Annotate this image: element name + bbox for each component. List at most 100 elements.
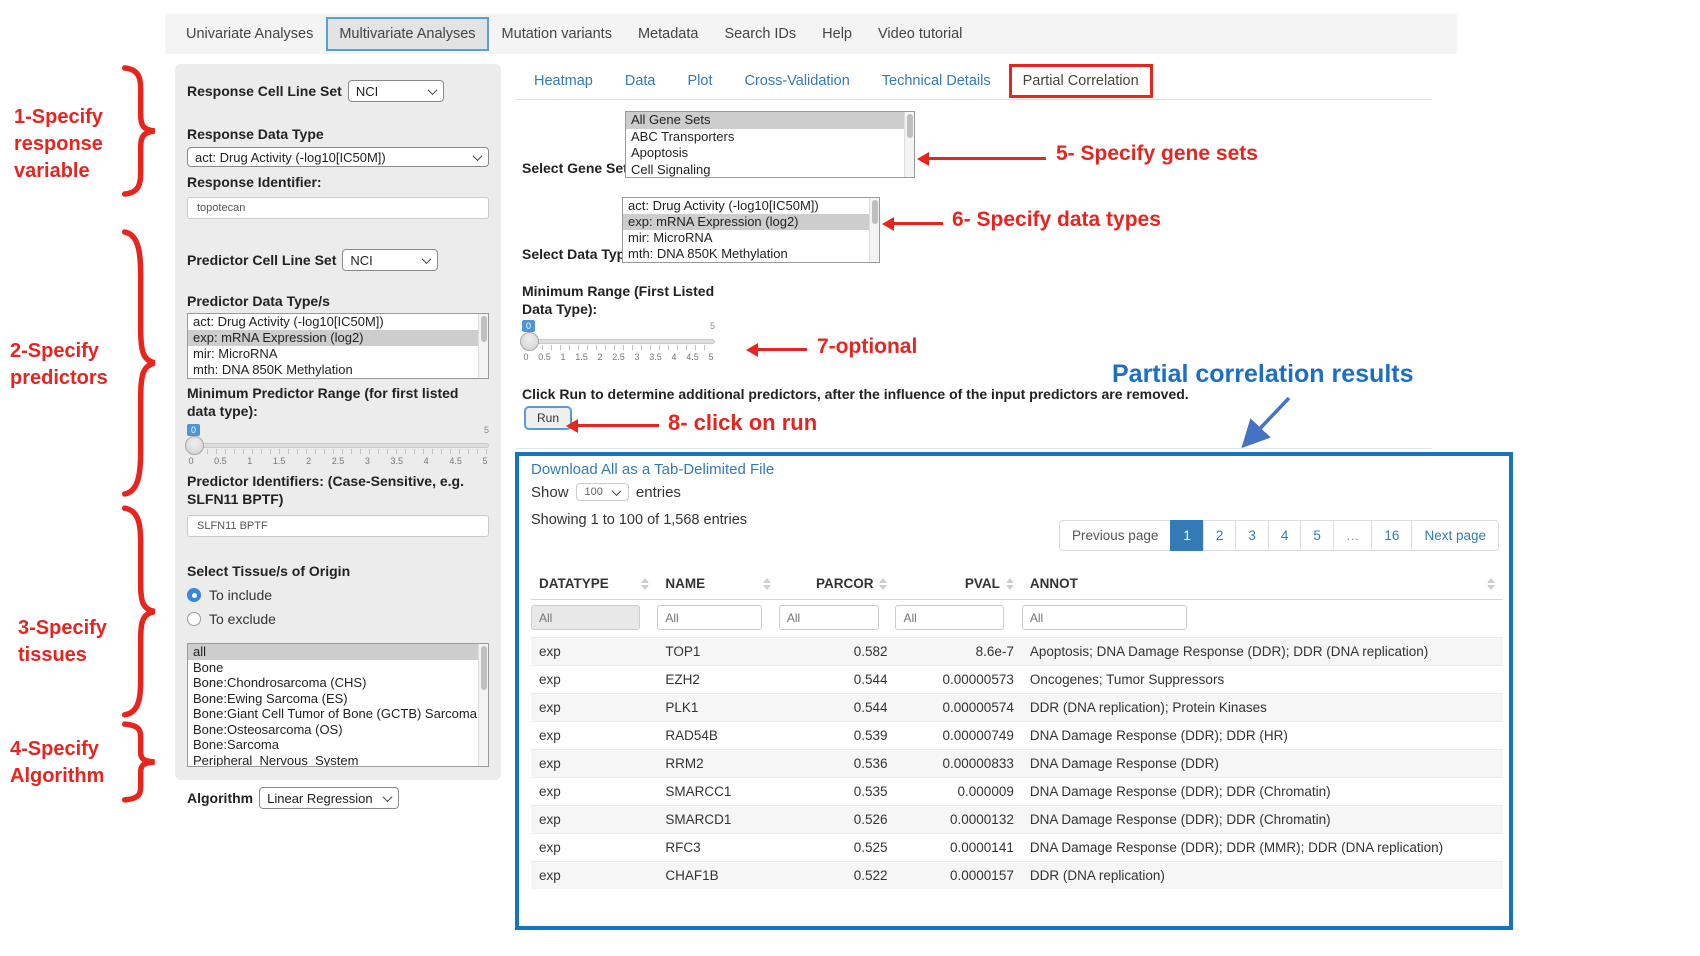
listbox-option-selected[interactable]: exp: mRNA Expression (log2) bbox=[188, 330, 488, 346]
nav-tab-help[interactable]: Help bbox=[822, 26, 852, 42]
nav-tab-multivariate-analyses[interactable]: Multivariate Analyses bbox=[326, 17, 489, 51]
listbox-option[interactable]: Bone:Giant Cell Tumor of Bone (GCTB) Sar… bbox=[193, 706, 477, 721]
page-length-value: 100 bbox=[584, 486, 603, 498]
column-header-annot[interactable]: ANNOT bbox=[1021, 568, 1503, 600]
table-row[interactable]: exp TOP1 0.582 8.6e-7 Apoptosis; DNA Damage … bbox=[531, 637, 1503, 666]
cell-parcor: 0.526 bbox=[778, 805, 896, 834]
predictor-cell-line-set-select[interactable]: NCI bbox=[342, 249, 439, 271]
slider-handle[interactable] bbox=[520, 332, 539, 351]
listbox-option-selected[interactable]: all bbox=[188, 644, 488, 660]
listbox-option-selected[interactable]: exp: mRNA Expression (log2) bbox=[623, 214, 879, 230]
listbox-option[interactable]: mth: DNA 850K Methylation bbox=[628, 246, 788, 261]
page-button-5[interactable]: 5 bbox=[1300, 520, 1334, 551]
scrollbar[interactable] bbox=[869, 198, 879, 262]
data-types-listbox[interactable]: act: Drug Activity (-log10[IC50M]) exp: … bbox=[622, 197, 880, 263]
nav-tab-mutation-variants[interactable]: Mutation variants bbox=[501, 26, 612, 42]
listbox-option[interactable]: mir: MicroRNA bbox=[628, 230, 713, 245]
sort-icon bbox=[1487, 577, 1495, 590]
listbox-option[interactable]: act: Drug Activity (-log10[IC50M]) bbox=[193, 314, 384, 329]
page-length-select[interactable]: 100 bbox=[575, 483, 629, 501]
table-row[interactable]: exp EZH2 0.544 0.00000573 Oncogenes; Tumor S… bbox=[531, 665, 1503, 694]
cell-pval: 0.00000749 bbox=[895, 721, 1022, 750]
predictor-data-types-listbox[interactable]: act: Drug Activity (-log10[IC50M]) exp: … bbox=[187, 313, 489, 379]
filter-name-input[interactable] bbox=[657, 605, 762, 630]
listbox-option[interactable]: Bone:Chondrosarcoma (CHS) bbox=[193, 675, 367, 690]
listbox-option[interactable]: Bone bbox=[193, 659, 224, 675]
page-button-4[interactable]: 4 bbox=[1267, 520, 1302, 551]
slider-track[interactable] bbox=[522, 339, 715, 344]
table-row[interactable]: exp RFC3 0.525 0.0000141 DNA Damage Response… bbox=[531, 833, 1503, 862]
table-row[interactable]: exp RRM2 0.536 0.00000833 DNA Damage Respons… bbox=[531, 749, 1503, 778]
table-row[interactable]: exp SMARCC1 0.535 0.000009 DNA Damage Respon… bbox=[531, 777, 1503, 806]
gene-sets-listbox[interactable]: All Gene Sets ABC Transporters Apoptosis… bbox=[625, 111, 915, 178]
tab-plot[interactable]: Plot bbox=[687, 73, 713, 89]
chevron-down-icon bbox=[611, 485, 622, 496]
response-identifier-input[interactable]: topotecan bbox=[187, 197, 489, 219]
predictor-identifiers-input[interactable]: SLFN11 BPTF bbox=[187, 515, 489, 537]
table-row[interactable]: exp PLK1 0.544 0.00000574 DDR (DNA replicati… bbox=[531, 693, 1503, 722]
cell-pval: 0.00000574 bbox=[895, 693, 1022, 722]
cell-annot: DNA Damage Response (DDR); DDR (MMR); DD… bbox=[1021, 833, 1503, 862]
response-data-type-select[interactable]: act: Drug Activity (-log10[IC50M]) bbox=[187, 147, 489, 167]
cell-datatype: exp bbox=[531, 637, 658, 666]
column-header-pval[interactable]: PVAL bbox=[895, 568, 1022, 600]
listbox-option-selected[interactable]: All Gene Sets bbox=[626, 112, 914, 129]
slider-track[interactable] bbox=[187, 443, 489, 448]
filter-datatype-input[interactable] bbox=[531, 605, 640, 630]
listbox-option[interactable]: Bone:Sarcoma bbox=[193, 737, 279, 752]
listbox-option[interactable]: act: Drug Activity (-log10[IC50M]) bbox=[628, 198, 819, 213]
column-header-name[interactable]: NAME bbox=[657, 568, 779, 600]
listbox-option[interactable]: mth: DNA 850K Methylation bbox=[193, 362, 353, 377]
filter-pval-input[interactable] bbox=[895, 605, 1005, 630]
next-page-button[interactable]: Next page bbox=[1411, 520, 1499, 551]
listbox-option[interactable]: ABC Transporters bbox=[631, 128, 735, 144]
response-data-type-label: Response Data Type bbox=[187, 126, 324, 142]
listbox-option[interactable]: Cell Signaling bbox=[631, 161, 711, 177]
listbox-option[interactable]: mir: MicroRNA bbox=[193, 346, 278, 361]
min-range-slider[interactable]: 0 5 0 0.5 1 1.5 2 2.5 3 3.5 4 4.5 5 bbox=[520, 320, 715, 366]
red-brace-response bbox=[122, 66, 156, 196]
scrollbar[interactable] bbox=[478, 314, 488, 378]
sort-icon bbox=[762, 577, 771, 590]
table-row[interactable]: exp SMARCD1 0.526 0.0000132 DNA Damage Respo… bbox=[531, 805, 1503, 834]
algorithm-value: Linear Regression bbox=[267, 790, 373, 806]
listbox-option[interactable]: Bone:Osteosarcoma (OS) bbox=[193, 721, 343, 737]
tab-data[interactable]: Data bbox=[624, 73, 656, 89]
listbox-option[interactable]: Apoptosis bbox=[631, 145, 689, 160]
table-header-row: DATATYPE NAME PARCOR PVAL ANNOT bbox=[531, 568, 1503, 600]
tissues-listbox[interactable]: all Bone Bone:Chondrosarcoma (CHS) Bone:… bbox=[187, 643, 489, 767]
filter-parcor-input[interactable] bbox=[778, 605, 879, 630]
download-all-link[interactable]: Download All as a Tab-Delimited File bbox=[531, 461, 775, 478]
page-button-16[interactable]: 16 bbox=[1371, 520, 1413, 551]
radio-to-include[interactable]: To include bbox=[187, 587, 489, 603]
table-row[interactable]: exp RAD54B 0.539 0.00000749 DNA Damage Respo… bbox=[531, 721, 1503, 750]
filter-annot-input[interactable] bbox=[1021, 605, 1188, 630]
run-button[interactable]: Run bbox=[524, 406, 573, 430]
page-button-3[interactable]: 3 bbox=[1235, 520, 1269, 551]
min-predictor-range-slider[interactable]: 0 5 0 0.5 1 1.5 2 2.5 3 3.5 4 4.5 5 bbox=[185, 424, 489, 470]
column-header-datatype[interactable]: DATATYPE bbox=[531, 568, 658, 600]
table-row[interactable]: exp CHAF1B 0.522 0.0000157 DDR (DNA replicat… bbox=[531, 861, 1503, 889]
response-cell-line-set-select[interactable]: NCI bbox=[347, 80, 444, 102]
page-button-2[interactable]: 2 bbox=[1202, 520, 1237, 551]
tab-partial-correlation[interactable]: Partial Correlation bbox=[1008, 64, 1153, 98]
scrollbar[interactable] bbox=[478, 644, 488, 766]
run-instruction: Click Run to determine additional predic… bbox=[522, 386, 1189, 402]
previous-page-button[interactable]: Previous page bbox=[1059, 520, 1172, 551]
page-button-1[interactable]: 1 bbox=[1170, 520, 1204, 551]
cell-parcor: 0.544 bbox=[778, 693, 896, 722]
nav-tab-video-tutorial[interactable]: Video tutorial bbox=[878, 26, 963, 42]
nav-tab-univariate-analyses[interactable]: Univariate Analyses bbox=[186, 26, 314, 42]
radio-to-exclude[interactable]: To exclude bbox=[187, 611, 489, 627]
nav-tab-metadata[interactable]: Metadata bbox=[637, 26, 699, 42]
listbox-option[interactable]: Bone:Ewing Sarcoma (ES) bbox=[193, 690, 348, 706]
algorithm-select[interactable]: Linear Regression bbox=[259, 787, 400, 809]
tab-technical-details[interactable]: Technical Details bbox=[881, 73, 991, 89]
nav-tab-search-ids[interactable]: Search IDs bbox=[724, 26, 797, 42]
listbox-option[interactable]: Peripheral_Nervous_System bbox=[193, 752, 359, 767]
tab-cross-validation[interactable]: Cross-Validation bbox=[744, 73, 850, 89]
tab-heatmap[interactable]: Heatmap bbox=[534, 73, 593, 89]
column-header-parcor[interactable]: PARCOR bbox=[778, 568, 896, 600]
scrollbar[interactable] bbox=[904, 112, 914, 177]
slider-handle[interactable] bbox=[185, 436, 204, 455]
